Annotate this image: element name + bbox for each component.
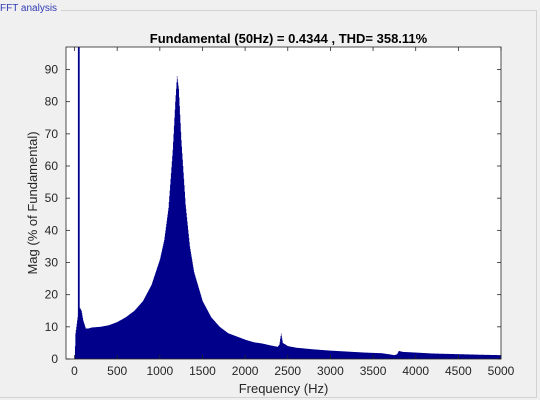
y-axis-label: Mag (% of Fundamental) [25,131,40,274]
x-tick-label: 5000 [488,364,515,378]
y-tick-label: 90 [45,63,59,77]
y-tick-label: 0 [51,352,58,366]
x-tick-label: 1000 [146,364,173,378]
x-ticks: 0 500 1000 1500 2000 2500 3000 3500 4000 4500 5000 [71,47,515,378]
spectrum-bar-fill [74,75,502,359]
axes [65,46,502,360]
x-tick-label: 4500 [445,364,472,378]
y-tick-label: 60 [45,159,59,173]
y-tick-label: 80 [45,95,59,109]
y-tick-label: 40 [45,223,59,237]
plot-area [66,47,501,359]
fundamental-bar [77,47,80,359]
y-tick-label: 20 [45,288,59,302]
fft-analysis-panel [0,10,537,398]
y-tick-label: 10 [45,320,59,334]
y-tick-label: 70 [45,127,59,141]
y-tick-label: 50 [45,191,59,205]
x-tick-label: 3500 [360,364,387,378]
x-tick-label: 4000 [402,364,429,378]
y-ticks: 0 10 20 30 40 50 60 70 80 90 [45,63,501,366]
x-tick-label: 1500 [189,364,216,378]
spectrum-bars [74,47,502,359]
y-tick-label: 30 [45,256,59,270]
x-tick-label: 2000 [232,364,259,378]
axes-box [65,46,502,360]
x-tick-label: 3000 [317,364,344,378]
panel-title: FFT analysis [0,3,62,14]
x-tick-label: 500 [107,364,127,378]
chart-title: Fundamental (50Hz) = 0.4344 , THD= 358.1… [150,31,428,46]
x-tick-label: 2500 [274,364,301,378]
x-axis-label: Frequency (Hz) [239,381,329,396]
x-tick-label: 0 [71,364,78,378]
